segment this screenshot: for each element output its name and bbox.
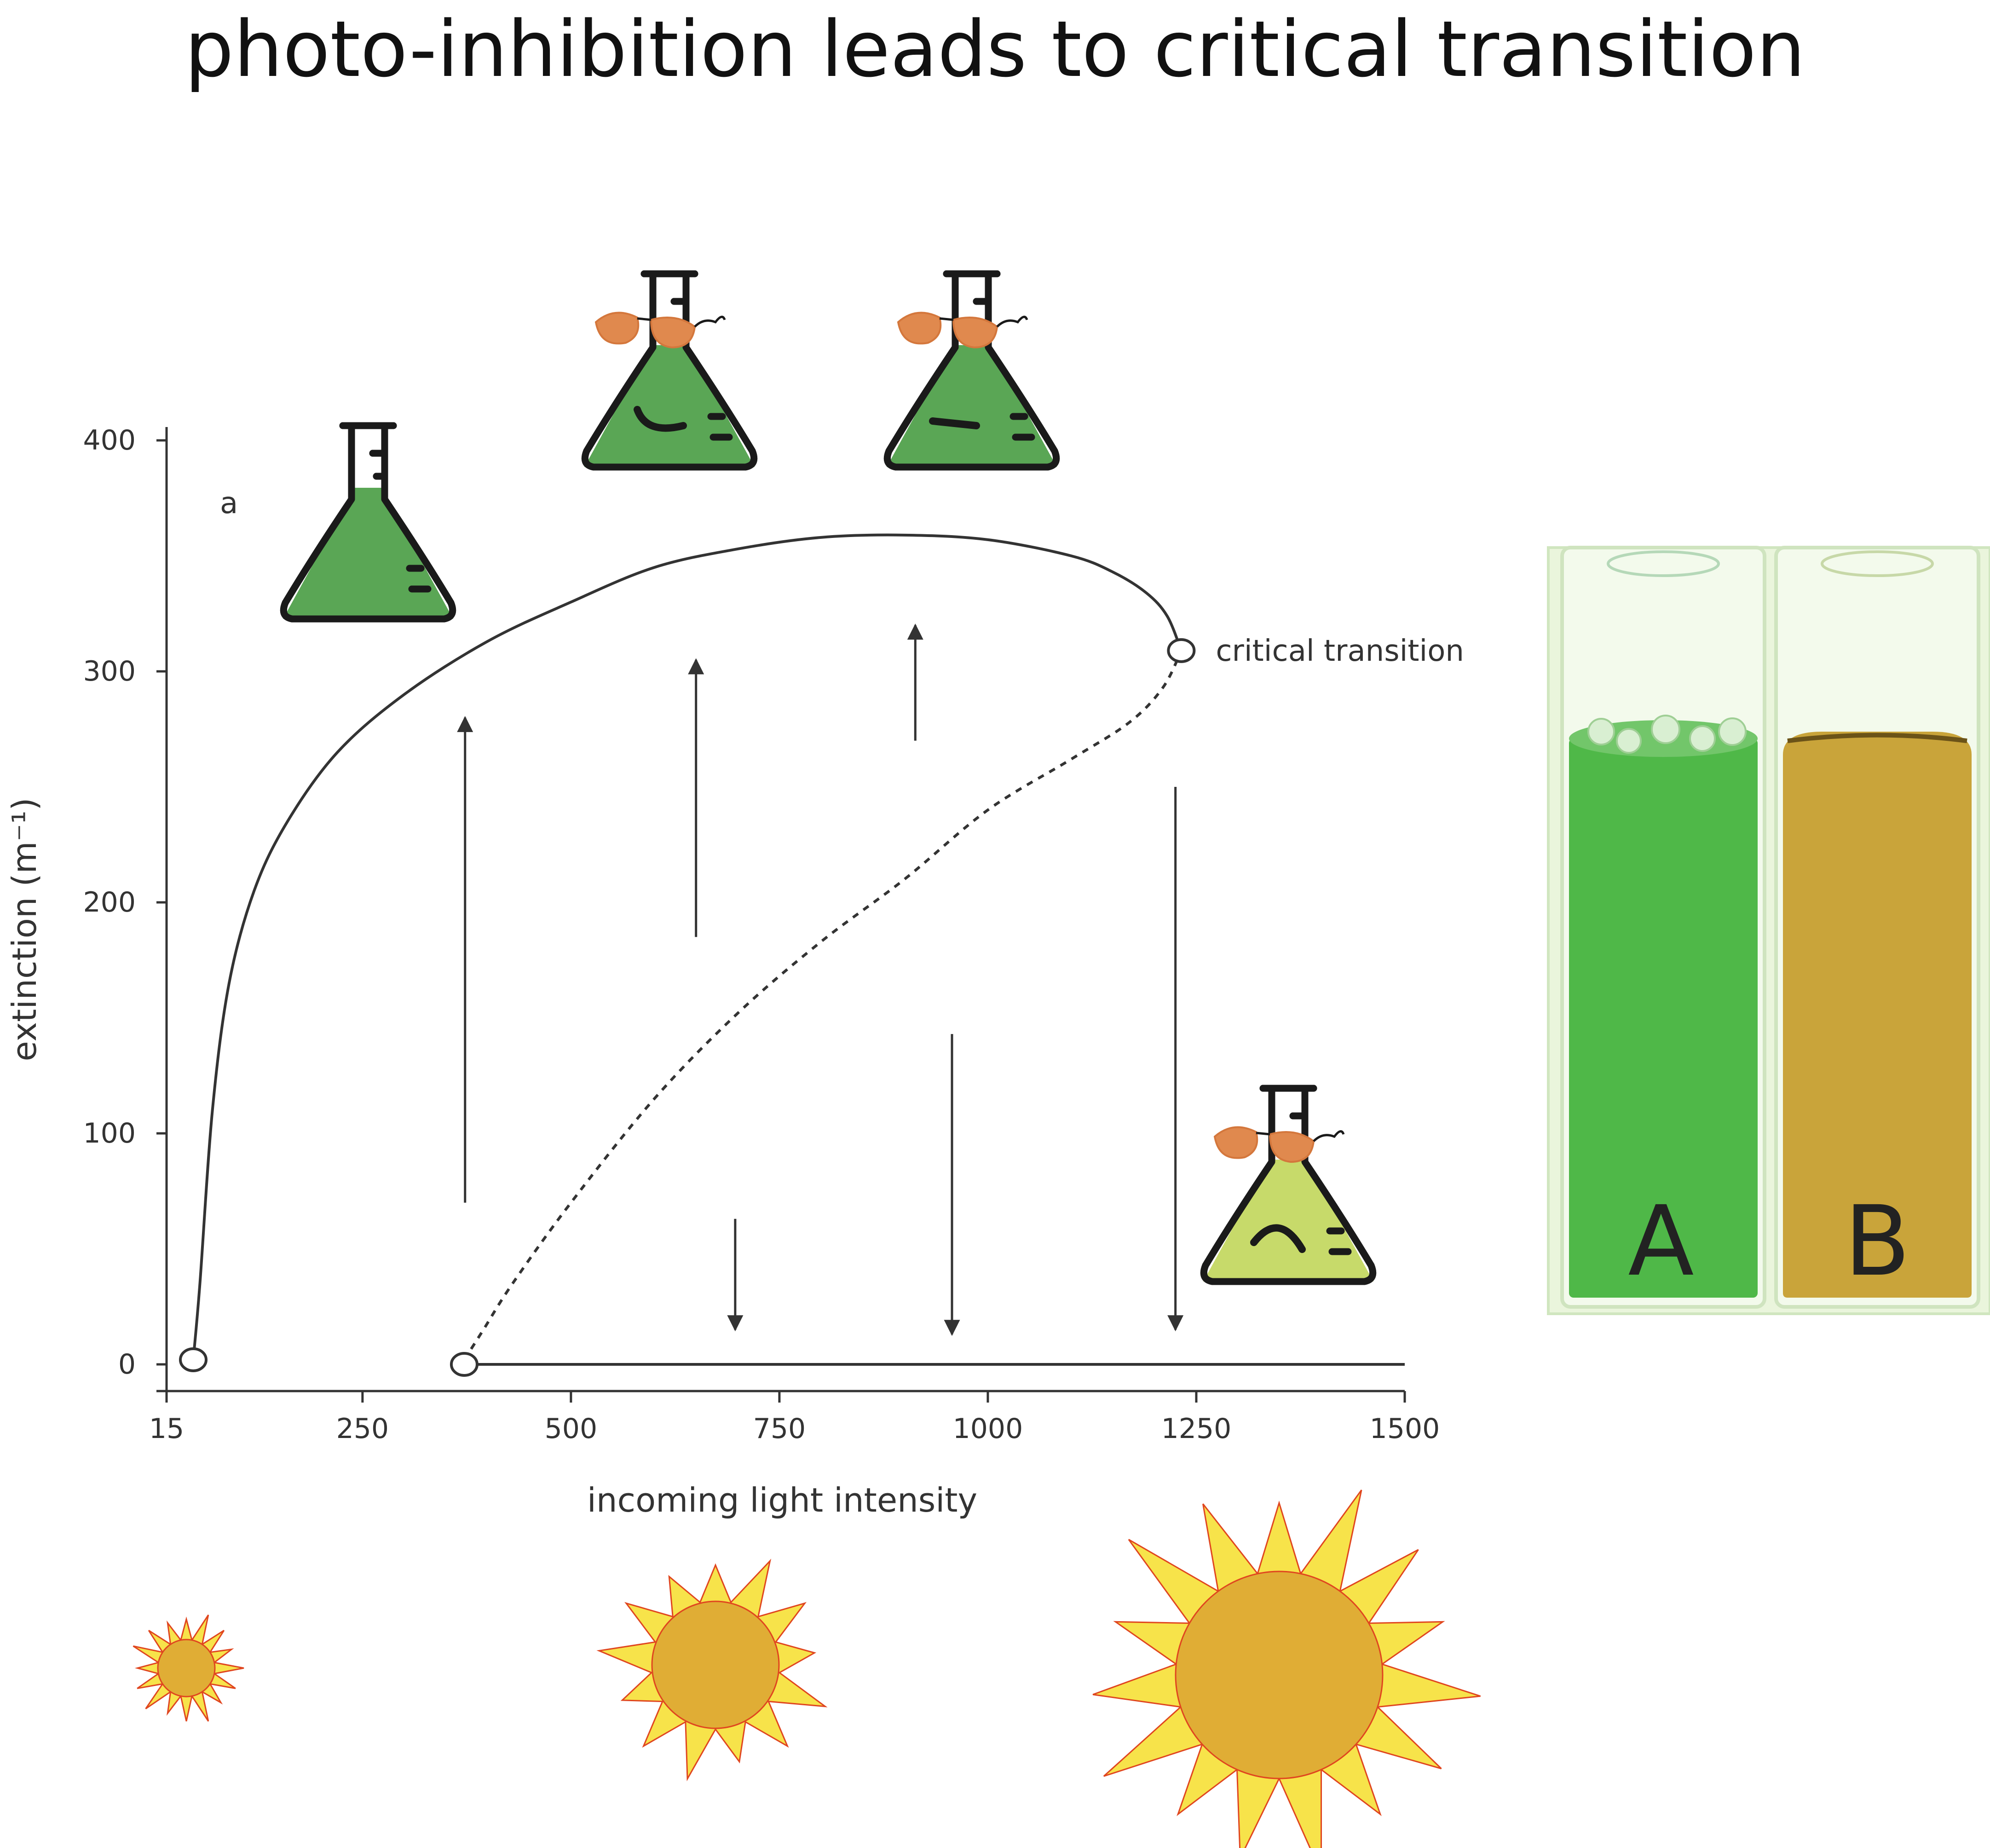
- sun-disc: [651, 1600, 780, 1729]
- flask-icon: [253, 422, 483, 623]
- x-axis-title: incoming light intensity: [587, 1481, 977, 1519]
- y-axis-title: extinction (m⁻¹): [5, 797, 44, 1061]
- x-tick-label: 1250: [1161, 1413, 1232, 1445]
- flask-sunglasses-neutral-icon: [857, 270, 1087, 471]
- y-tick-label: 300: [83, 655, 136, 687]
- series-layer: [191, 533, 1405, 1366]
- critical-transition-label: critical transition: [1216, 634, 1464, 668]
- cuvette-photo: A B: [1547, 546, 1990, 1315]
- sun-icon: [596, 1559, 828, 1781]
- y-tick-label: 400: [83, 424, 136, 456]
- x-tick-label: 1500: [1370, 1413, 1440, 1445]
- page-title: photo-inhibition leads to critical trans…: [185, 4, 1805, 94]
- y-axis-ticks: 0 100 200 300 400: [83, 424, 167, 1380]
- x-tick-label: 250: [336, 1413, 389, 1445]
- x-tick-label: 15: [149, 1413, 184, 1445]
- series-line-1: [191, 533, 1183, 1360]
- sun-disc: [157, 1639, 216, 1698]
- sun-icon: [133, 1614, 244, 1722]
- x-tick-label: 750: [753, 1413, 806, 1445]
- flask-sunglasses-smile-icon: [554, 270, 784, 471]
- bifurcation-point: [450, 1352, 479, 1377]
- flask-sunglasses-frown-icon: [1173, 1085, 1403, 1285]
- arrow-layer: [457, 624, 1184, 1336]
- x-tick-label: 1000: [953, 1413, 1023, 1445]
- panel-label: a: [220, 486, 238, 520]
- cuvette-label-b: B: [1844, 1185, 1910, 1298]
- series-line-2: [463, 650, 1183, 1361]
- x-tick-label: 500: [545, 1413, 598, 1445]
- bifurcation-point: [179, 1347, 208, 1372]
- sun-disc: [1175, 1571, 1384, 1779]
- sun-icon: [1092, 1490, 1481, 1848]
- y-tick-label: 200: [83, 886, 136, 918]
- cuvette-label-a: A: [1628, 1185, 1694, 1298]
- x-axis-ticks: 15 250 500 750 1000 1250 1500: [149, 1391, 1440, 1445]
- chart-axes: 0 100 200 300 400 15 250 500 750 1000 1250 1500: [83, 424, 1440, 1445]
- marker-layer: [179, 638, 1196, 1377]
- y-tick-label: 0: [118, 1348, 136, 1380]
- y-tick-label: 100: [83, 1117, 136, 1149]
- annotation-layer: critical transition: [1216, 634, 1464, 668]
- bifurcation-point: [1167, 638, 1196, 663]
